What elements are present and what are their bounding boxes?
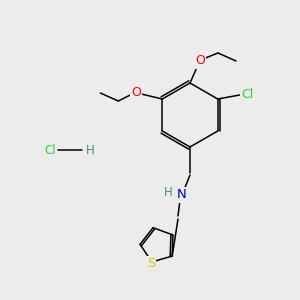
Text: N: N — [177, 188, 187, 202]
Text: Cl: Cl — [242, 88, 254, 101]
Text: Cl: Cl — [44, 143, 56, 157]
Text: S: S — [147, 257, 155, 270]
Text: O: O — [195, 55, 205, 68]
Text: H: H — [164, 187, 172, 200]
Text: H: H — [85, 143, 94, 157]
Text: O: O — [131, 86, 141, 100]
